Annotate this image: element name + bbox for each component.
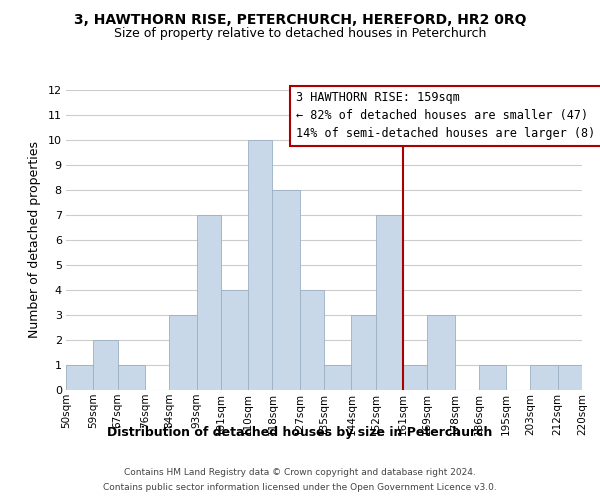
Text: Size of property relative to detached houses in Peterchurch: Size of property relative to detached ho… — [114, 28, 486, 40]
Bar — [197, 215, 221, 390]
Text: Contains HM Land Registry data © Crown copyright and database right 2024.: Contains HM Land Registry data © Crown c… — [124, 468, 476, 477]
Bar — [94, 340, 118, 390]
Y-axis label: Number of detached properties: Number of detached properties — [28, 142, 41, 338]
Bar — [427, 315, 455, 390]
Bar — [169, 315, 197, 390]
Bar — [324, 365, 352, 390]
Text: Contains public sector information licensed under the Open Government Licence v3: Contains public sector information licen… — [103, 483, 497, 492]
Bar — [530, 365, 558, 390]
Bar — [66, 365, 94, 390]
Bar — [403, 365, 427, 390]
Bar — [479, 365, 506, 390]
Bar — [300, 290, 324, 390]
Text: 3 HAWTHORN RISE: 159sqm
← 82% of detached houses are smaller (47)
14% of semi-de: 3 HAWTHORN RISE: 159sqm ← 82% of detache… — [296, 92, 600, 140]
Bar — [248, 140, 272, 390]
Bar — [376, 215, 403, 390]
Bar — [352, 315, 376, 390]
Bar — [272, 190, 300, 390]
Bar — [118, 365, 145, 390]
Bar — [221, 290, 248, 390]
Text: Distribution of detached houses by size in Peterchurch: Distribution of detached houses by size … — [107, 426, 493, 439]
Text: 3, HAWTHORN RISE, PETERCHURCH, HEREFORD, HR2 0RQ: 3, HAWTHORN RISE, PETERCHURCH, HEREFORD,… — [74, 12, 526, 26]
Bar — [558, 365, 582, 390]
